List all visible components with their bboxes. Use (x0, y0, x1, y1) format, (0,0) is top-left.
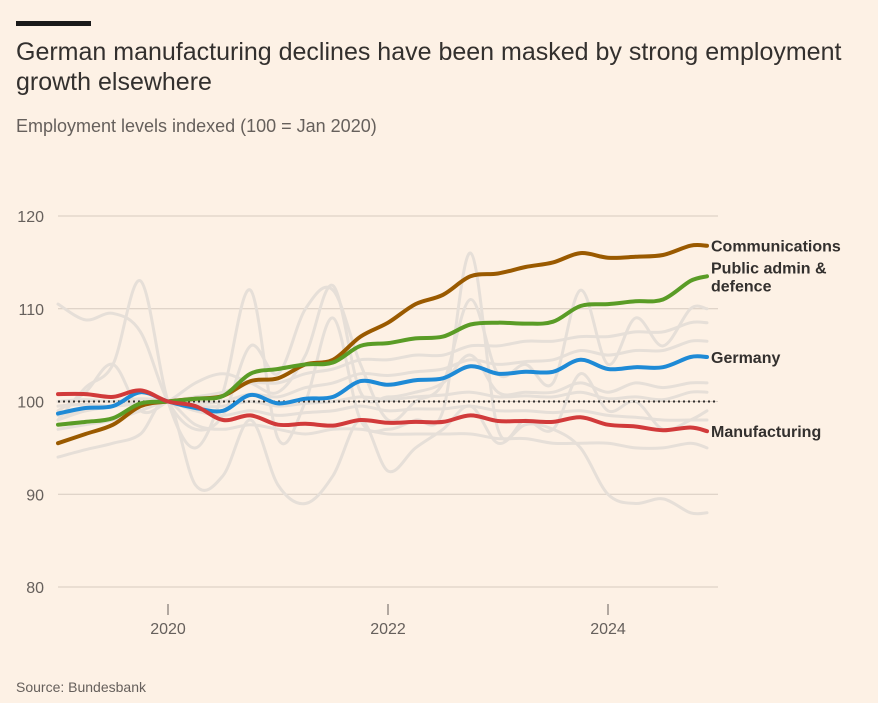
axes: 80 90 100 110 120 2020 2022 2024 (17, 209, 626, 638)
background-series-line-2 (56, 398, 709, 516)
x-tick-label-2024: 2024 (590, 621, 626, 638)
series-label-public-admin-defence: Public admin & defence (711, 260, 827, 295)
chart-title: German manufacturing declines have been … (16, 38, 842, 96)
background-series-line-3 (56, 251, 709, 450)
y-tick-label-90: 90 (26, 487, 44, 504)
series-line-manufacturing (56, 388, 709, 434)
header-accent-bar (16, 21, 91, 26)
x-tick-label-2022: 2022 (370, 621, 406, 638)
y-tick-label-80: 80 (26, 580, 44, 597)
highlighted-series-lines (56, 242, 709, 446)
series-labels: Communications Public admin & defence Germa… (711, 239, 841, 442)
series-label-communications: Communications (711, 239, 841, 256)
source-note: Source: Bundesbank (16, 679, 146, 695)
series-label-manufacturing: Manufacturing (711, 424, 821, 441)
series-label-germany: Germany (711, 350, 780, 367)
chart-subtitle: Employment levels indexed (100 = Jan 202… (16, 116, 377, 136)
y-tick-label-120: 120 (17, 209, 44, 226)
y-tick-label-100: 100 (17, 395, 44, 412)
x-tick-label-2020: 2020 (150, 621, 186, 638)
y-tick-label-110: 110 (18, 302, 44, 319)
